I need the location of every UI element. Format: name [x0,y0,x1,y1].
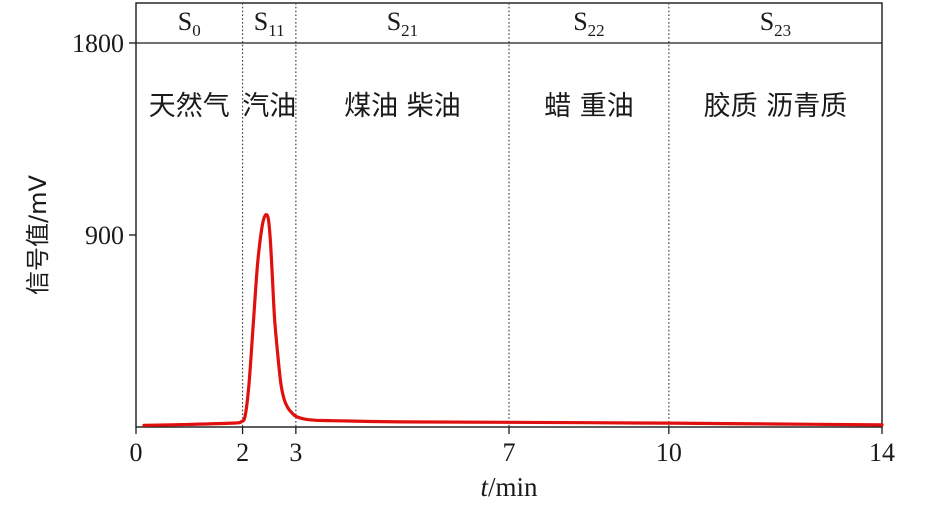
zone-code-base: S [178,7,192,36]
zone-code-label: S21 [387,7,418,40]
zone-fraction-label: 煤油 柴油 [344,91,461,122]
zone-code-subscript: 21 [401,21,418,40]
zone-code-base: S [573,7,587,36]
axes-layer: 0 2 3 7 10 14 900 1800 t/min 信号值/mV [24,29,895,502]
zone-fraction-label: 胶质 沥青质 [704,91,848,122]
x-axis-label-variable: t [480,472,489,502]
x-axis-label: t/min [480,472,538,502]
zone-code-subscript: 22 [588,21,605,40]
zone-fraction-label: 天然气 [149,91,230,122]
x-tick-label: 2 [236,438,249,467]
x-tick-label: 0 [130,438,143,467]
series-layer [142,213,884,427]
zone-code-base: S [760,7,774,36]
x-tick-label: 7 [503,438,516,467]
plot-border [135,2,883,428]
zone-fraction-label: 蜡 重油 [544,91,634,122]
y-axis-label: 信号值/mV [24,174,52,294]
zone-code-subscript: 11 [268,21,284,40]
x-tick-label: 10 [656,438,682,467]
zone-code-label: S0 [178,7,201,40]
x-tick-label: 3 [289,438,302,467]
y-tick-label: 900 [85,221,124,250]
zone-code-subscript: 0 [192,21,201,40]
zone-boundary-lines [241,3,670,427]
zone-code-subscript: 23 [774,21,791,40]
zone-fraction-label: 汽油 [242,91,296,122]
series-line [142,213,884,427]
x-axis-label-unit: /min [488,472,538,502]
zone-code-base: S [387,7,401,36]
zone-code-label: S22 [573,7,604,40]
zone-code-label: S23 [760,7,791,40]
zone-code-base: S [254,7,268,36]
y-tick-label: 1800 [72,29,124,58]
x-tick-label: 14 [869,438,895,467]
zone-code-label: S11 [254,7,285,40]
plot-frame [135,2,883,428]
